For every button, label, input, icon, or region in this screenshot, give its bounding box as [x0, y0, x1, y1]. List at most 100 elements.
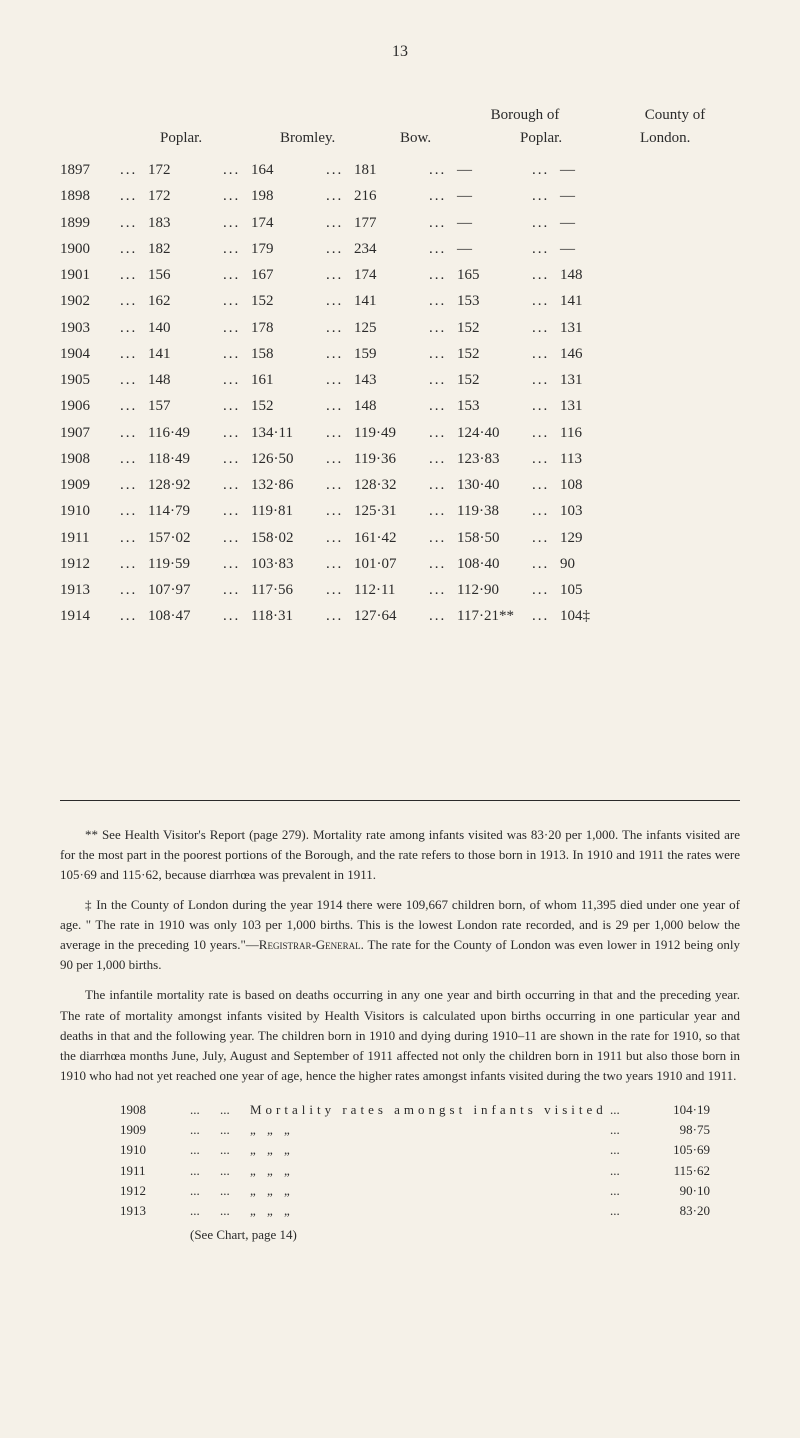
dots: ... [326, 183, 354, 209]
table-header-top: Borough of County of [460, 104, 740, 127]
header-county-of: County of [610, 104, 740, 127]
header-poplar: Poplar. [140, 127, 260, 150]
dots: ... [120, 551, 148, 577]
rates-value: 98·75 [640, 1120, 710, 1140]
dots: ... [223, 603, 251, 629]
cell-borough: 124·40 [457, 420, 532, 446]
cell-bromley: 152 [251, 393, 326, 419]
cell-bromley: 174 [251, 210, 326, 236]
dots: ... [120, 236, 148, 262]
cell-year: 1905 [60, 367, 120, 393]
dots: ... [429, 472, 457, 498]
cell-year: 1898 [60, 183, 120, 209]
dots: ... [223, 446, 251, 472]
dots: ... [326, 551, 354, 577]
rates-year: 1910 [120, 1140, 190, 1160]
table-row: 1908...118·49...126·50...119·36...123·83… [60, 446, 740, 472]
dots: ... [532, 288, 560, 314]
table-row: 1902...162...152...141...153...141 [60, 288, 740, 314]
rates-year: 1909 [120, 1120, 190, 1140]
cell-borough: 153 [457, 393, 532, 419]
cell-year: 1900 [60, 236, 120, 262]
header-london: London. [620, 127, 740, 150]
dots: ... [429, 288, 457, 314]
cell-bow: 119·49 [354, 420, 429, 446]
dots: ... [120, 183, 148, 209]
cell-bromley: 119·81 [251, 498, 326, 524]
dots: ... [120, 603, 148, 629]
table-row: 1900...182...179...234...—...— [60, 236, 740, 262]
cell-poplar: 156 [148, 262, 223, 288]
cell-poplar: 157 [148, 393, 223, 419]
table-row: 1913...107·97...117·56...112·11...112·90… [60, 577, 740, 603]
page-number: 13 [60, 40, 740, 64]
cell-county: — [560, 210, 635, 236]
dots: ... [326, 210, 354, 236]
cell-bromley: 161 [251, 367, 326, 393]
dots: ... [120, 315, 148, 341]
dots: ... [120, 446, 148, 472]
dots: ... [223, 183, 251, 209]
dots: ... [532, 393, 560, 419]
cell-year: 1901 [60, 262, 120, 288]
cell-borough: 112·90 [457, 577, 532, 603]
rates-row: 1908......Mortality rates amongst infant… [60, 1100, 740, 1120]
rates-value: 104·19 [640, 1100, 710, 1120]
cell-bromley: 178 [251, 315, 326, 341]
cell-borough: 152 [457, 341, 532, 367]
cell-bromley: 164 [251, 157, 326, 183]
dots: ... [120, 498, 148, 524]
dots: ... [326, 577, 354, 603]
dots: ... [532, 157, 560, 183]
cell-county: 131 [560, 367, 635, 393]
rates-label: Mortality rates amongst infants visited [250, 1100, 610, 1120]
see-chart-note: (See Chart, page 14) [60, 1225, 740, 1245]
dots: ... [532, 551, 560, 577]
cell-bromley: 117·56 [251, 577, 326, 603]
cell-bromley: 167 [251, 262, 326, 288]
dots: ... [223, 315, 251, 341]
header-bromley: Bromley. [260, 127, 380, 150]
dots: ... [326, 446, 354, 472]
dots: ... [610, 1140, 640, 1160]
dots: ... [429, 525, 457, 551]
cell-county: 104‡ [560, 603, 635, 629]
table-row: 1914...108·47...118·31...127·64...117·21… [60, 603, 740, 629]
dots: ... [326, 315, 354, 341]
cell-county: 113 [560, 446, 635, 472]
table-header: Poplar. Bromley. Bow. Poplar. London. [60, 127, 740, 150]
table-row: 1897...172...164...181...—...— [60, 157, 740, 183]
dots: ... [223, 367, 251, 393]
dots: ... [532, 525, 560, 551]
cell-borough: — [457, 183, 532, 209]
cell-borough: — [457, 210, 532, 236]
rates-table: 1908......Mortality rates amongst infant… [60, 1100, 740, 1221]
header-borough-of: Borough of [460, 104, 590, 127]
cell-year: 1910 [60, 498, 120, 524]
dots: ... [223, 525, 251, 551]
dots: ... [532, 210, 560, 236]
cell-bromley: 158·02 [251, 525, 326, 551]
dots: ... [429, 446, 457, 472]
cell-bromley: 152 [251, 288, 326, 314]
dots: ... [326, 367, 354, 393]
dots: ... [190, 1140, 220, 1160]
cell-borough: 152 [457, 315, 532, 341]
rates-year: 1913 [120, 1201, 190, 1221]
footnotes-section: ** See Health Visitor's Report (page 279… [60, 800, 740, 1246]
table-row: 1906...157...152...148...153...131 [60, 393, 740, 419]
cell-bow: 216 [354, 183, 429, 209]
rates-label: „ „ „ [250, 1140, 610, 1160]
dots: ... [120, 525, 148, 551]
cell-county: — [560, 157, 635, 183]
data-table-body: 1897...172...164...181...—...—1898...172… [60, 157, 740, 630]
cell-poplar: 119·59 [148, 551, 223, 577]
dots: ... [429, 341, 457, 367]
dots: ... [532, 603, 560, 629]
cell-county: 103 [560, 498, 635, 524]
footnote-2: ‡ In the County of London during the yea… [60, 895, 740, 976]
dots: ... [326, 157, 354, 183]
dots: ... [610, 1161, 640, 1181]
dots: ... [120, 210, 148, 236]
dots: ... [223, 551, 251, 577]
